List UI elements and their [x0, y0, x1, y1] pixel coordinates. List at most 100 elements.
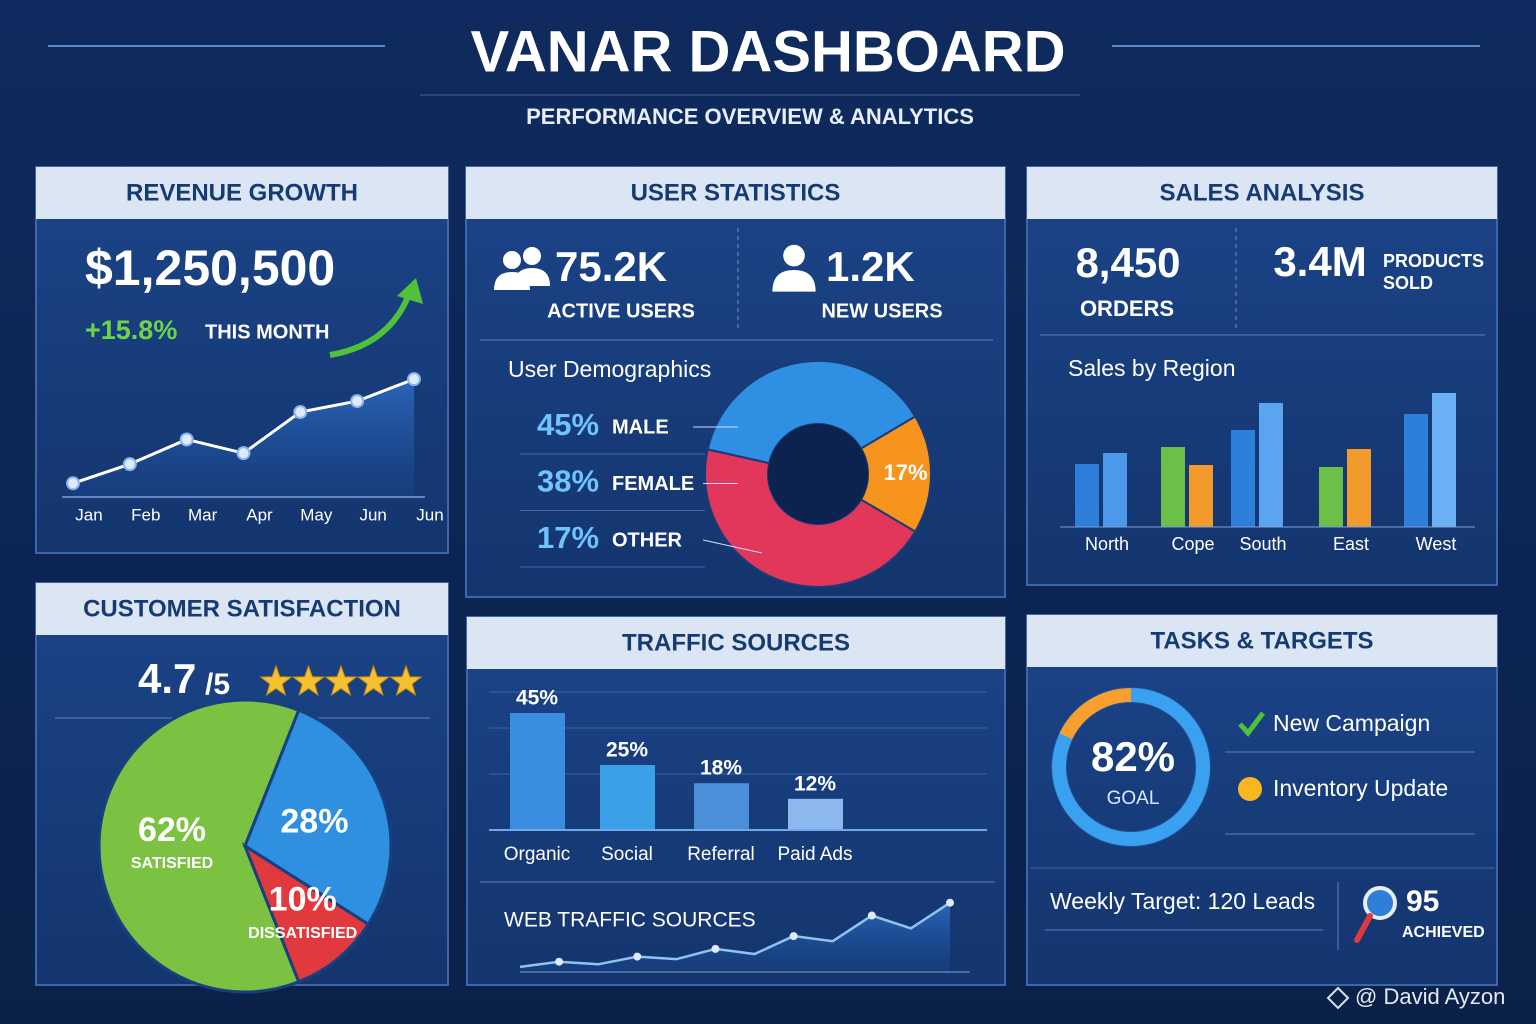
bar	[1231, 430, 1255, 527]
slice-value: 62%	[138, 811, 206, 849]
x-tick-label: Feb	[131, 505, 160, 524]
bar	[510, 713, 565, 830]
point	[946, 898, 954, 907]
panel-title: USER STATISTICS	[631, 179, 841, 206]
bar	[1347, 449, 1371, 527]
x-tick-label: East	[1333, 534, 1369, 554]
revenue-total: $1,250,500	[85, 240, 335, 296]
bar	[694, 783, 749, 830]
point	[633, 952, 642, 961]
chart-title: Sales by Region	[1068, 355, 1236, 381]
star	[324, 664, 358, 697]
point	[66, 476, 80, 491]
segment-label: 17%	[883, 460, 927, 485]
user-icon	[772, 270, 816, 292]
achieved-label: ACHIEVED	[1402, 924, 1485, 941]
point	[350, 394, 365, 409]
bar	[1189, 465, 1213, 527]
new-users: 1.2K	[826, 243, 915, 290]
bar	[1432, 393, 1456, 527]
weekly-target: Weekly Target: 120 Leads	[1050, 888, 1315, 914]
search-icon-handle	[1354, 913, 1373, 943]
point	[122, 457, 137, 472]
panel-header	[466, 167, 1005, 219]
legend-label: FEMALE	[612, 473, 694, 495]
dashboard-subtitle: PERFORMANCE OVERVIEW & ANALYTICS	[526, 104, 974, 129]
bar	[600, 765, 655, 830]
point	[867, 911, 876, 920]
star	[356, 664, 391, 697]
bar-label: 18%	[700, 757, 742, 780]
x-tick-label: South	[1239, 534, 1286, 554]
x-tick-label: Paid Ads	[778, 844, 853, 865]
legend-value: 17%	[537, 520, 599, 555]
star	[291, 664, 326, 697]
x-tick-label: West	[1416, 534, 1457, 554]
dashboard-title: VANAR DASHBOARD	[470, 19, 1065, 84]
trend-arrow-head	[397, 278, 423, 304]
user-icon	[514, 268, 550, 286]
x-tick-label: Jun	[359, 505, 386, 524]
trend-arrow	[329, 290, 413, 358]
user-icon	[523, 247, 541, 265]
panel-header	[36, 583, 448, 635]
x-tick-label: Apr	[246, 505, 273, 524]
panel-header	[36, 167, 448, 219]
panel-title: CUSTOMER SATISFACTION	[83, 595, 401, 622]
bar	[788, 798, 843, 830]
point	[555, 957, 564, 966]
bar-label: 45%	[516, 687, 558, 710]
search-icon	[1363, 886, 1397, 920]
orders-label: ORDERS	[1080, 296, 1174, 321]
check-icon	[1238, 711, 1265, 737]
rating: 4.7	[138, 655, 196, 702]
watermark: @ David Ayzon	[1355, 984, 1505, 1009]
slice-label: SATISFIED	[131, 855, 213, 872]
gauge-value	[1052, 688, 1210, 846]
bar-label: 12%	[794, 772, 836, 795]
gauge-value-label: 82%	[1091, 733, 1175, 780]
x-tick-label: Jan	[75, 505, 102, 524]
chart-title: WEB TRAFFIC SOURCES	[504, 909, 756, 932]
bar	[1075, 464, 1099, 527]
panel-header	[1027, 167, 1497, 219]
task-item: Inventory Update	[1273, 775, 1448, 801]
legend-value: 38%	[537, 464, 599, 499]
chart-title: User Demographics	[508, 356, 711, 382]
x-tick-label: Organic	[504, 844, 571, 865]
bar	[1404, 414, 1428, 527]
legend-label: OTHER	[612, 529, 683, 551]
user-icon	[503, 251, 521, 269]
rating-scale: /5	[205, 668, 230, 701]
star	[259, 664, 293, 697]
revenue-change: +15.8%	[85, 315, 177, 345]
x-tick-label: Cope	[1171, 534, 1214, 554]
panel-title: TRAFFIC SOURCES	[622, 629, 850, 656]
x-tick-label: North	[1085, 534, 1129, 554]
legend-value: 45%	[537, 407, 599, 442]
leader-line	[702, 539, 763, 554]
achieved-value: 95	[1406, 885, 1439, 918]
point	[236, 446, 251, 461]
panel	[1026, 614, 1498, 986]
gauge-label: GOAL	[1107, 788, 1160, 809]
user-icon	[783, 244, 805, 267]
legend-label: MALE	[612, 416, 669, 438]
area	[73, 379, 414, 497]
revenue-period: THIS MONTH	[205, 321, 329, 343]
pie-slice	[243, 708, 393, 927]
line	[519, 901, 951, 969]
gauge-rest	[1059, 688, 1132, 740]
star	[389, 664, 423, 697]
bar	[1319, 467, 1343, 527]
donut-hole	[768, 424, 868, 524]
x-tick-label: Jun	[416, 505, 443, 524]
orders: 8,450	[1075, 239, 1180, 286]
point	[407, 372, 421, 387]
bar	[1259, 403, 1283, 527]
slice-label: DISSATISFIED	[248, 925, 357, 942]
products-label: SOLD	[1383, 273, 1433, 293]
panel-title: TASKS & TARGETS	[1150, 627, 1373, 654]
active-users-label: ACTIVE USERS	[547, 300, 695, 322]
